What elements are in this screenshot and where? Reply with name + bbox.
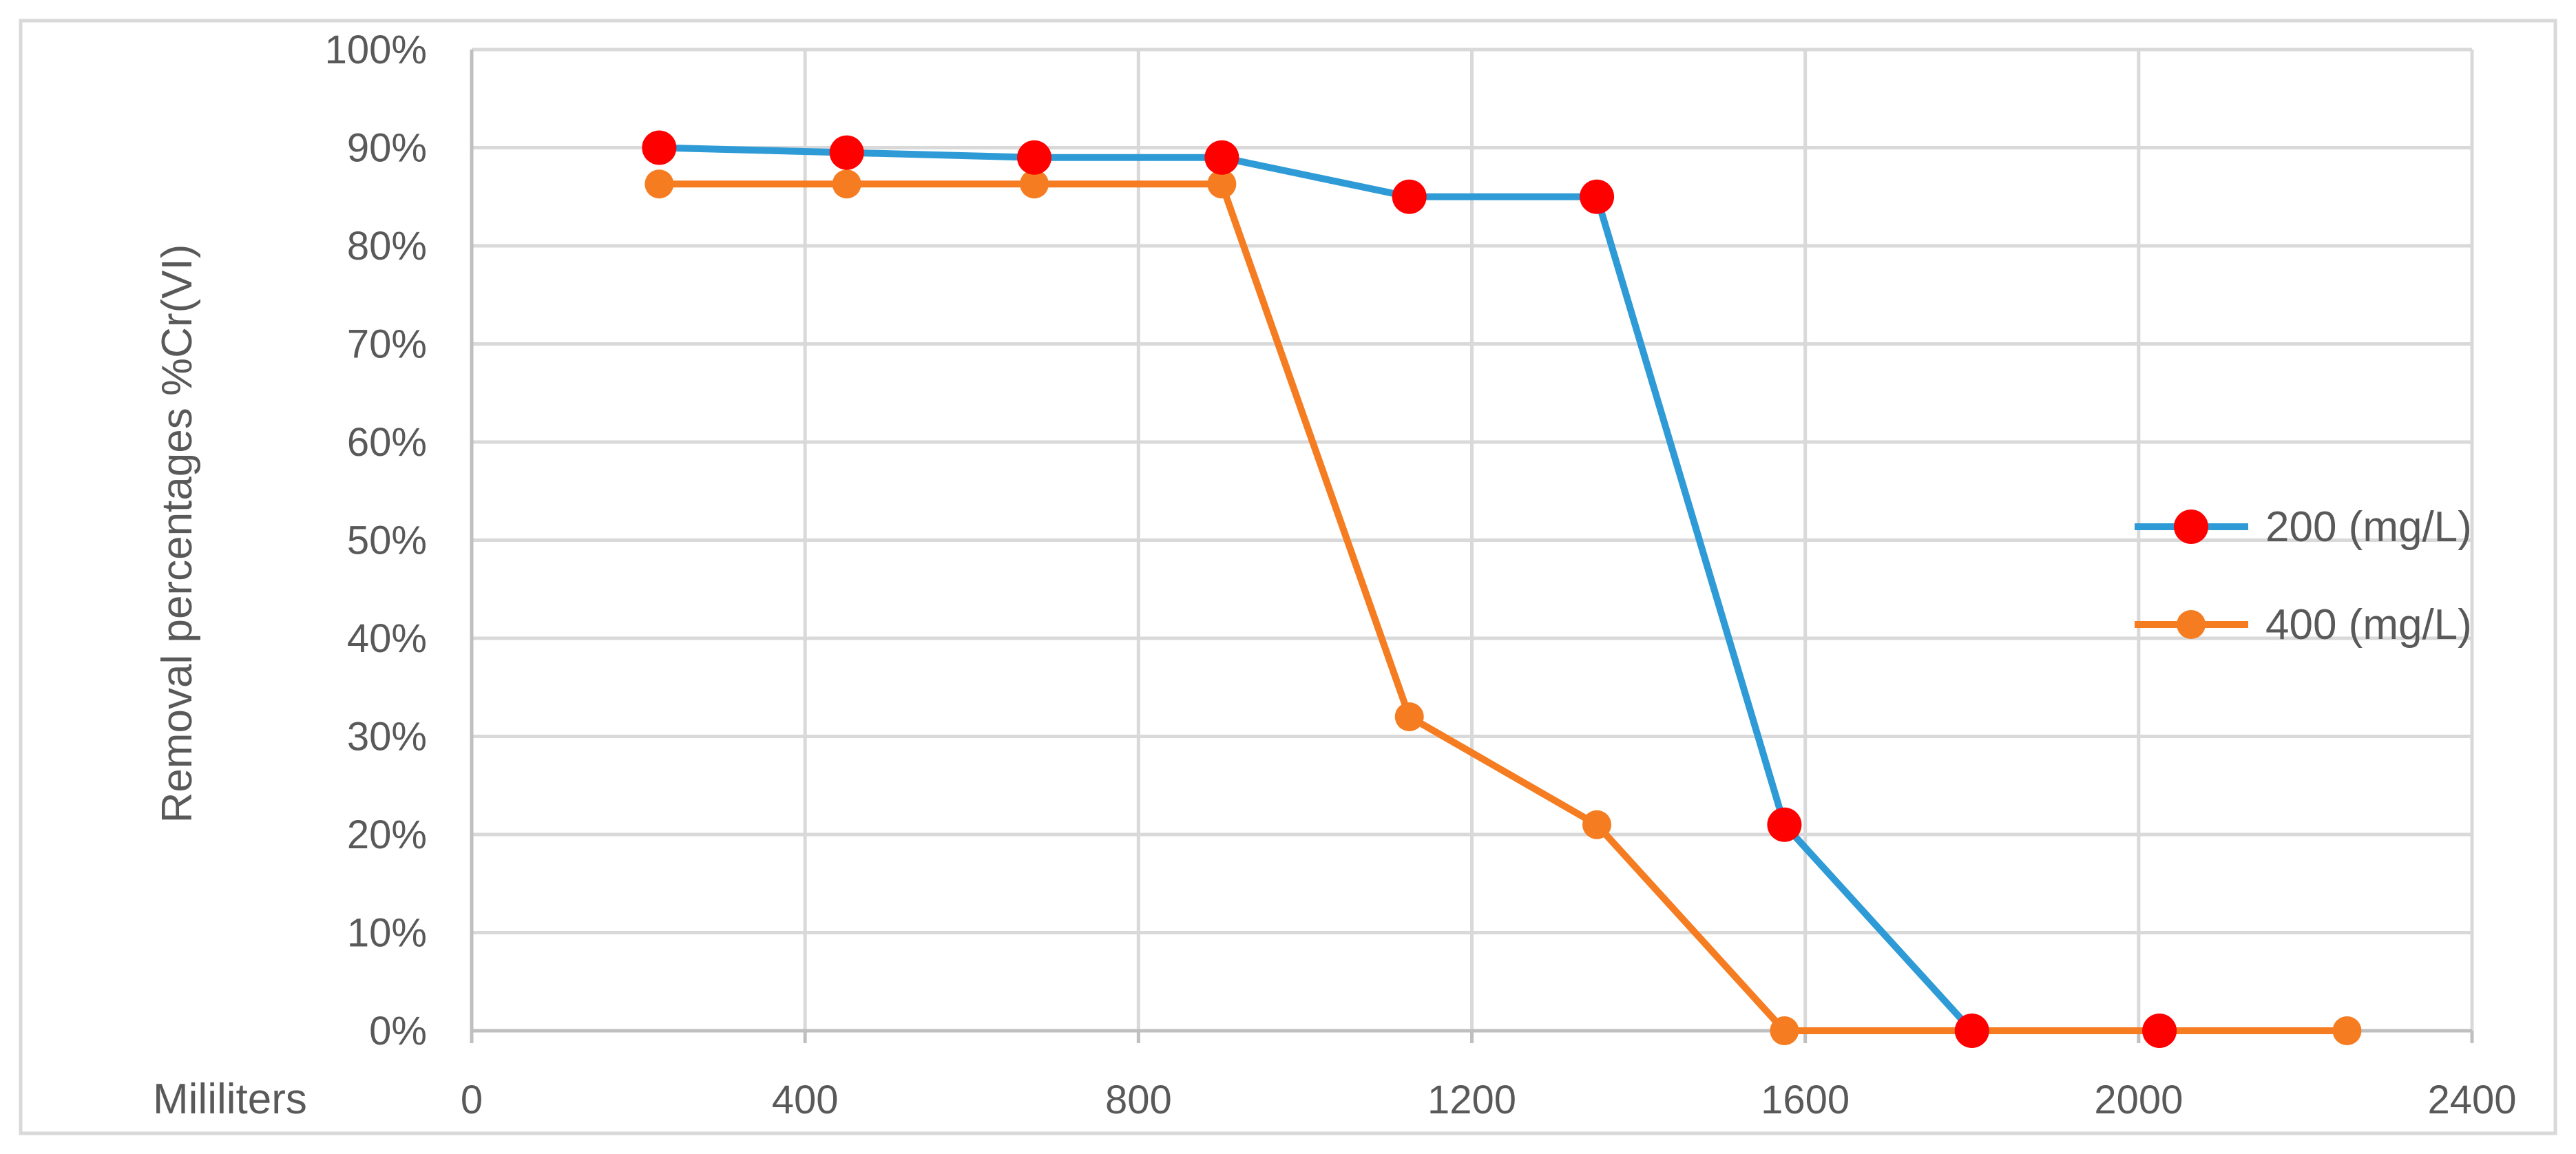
data-point-series-1: [642, 130, 677, 165]
x-tick-label: 400: [772, 1078, 839, 1122]
y-tick-label: 80%: [347, 224, 427, 269]
data-point-series-2: [2332, 1016, 2362, 1045]
legend-marker-1: [2174, 510, 2208, 544]
data-point-series-1: [2142, 1014, 2177, 1048]
x-tick-label: 0: [461, 1078, 483, 1122]
data-point-series-2: [1020, 169, 1049, 199]
legend-entry-2: 400 (mg/L): [2135, 601, 2472, 649]
x-tick-label: 800: [1105, 1078, 1172, 1122]
data-point-series-1: [1954, 1014, 1989, 1048]
y-tick-label: 20%: [347, 812, 427, 857]
data-point-series-2: [1394, 702, 1424, 731]
legend-marker-2: [2177, 610, 2206, 639]
x-tick-label: 2400: [2427, 1078, 2516, 1122]
y-axis-title: Removal percentages %Cr(VI): [154, 244, 201, 823]
data-point-series-1: [829, 135, 864, 170]
x-tick-label: 1600: [1761, 1078, 1850, 1122]
series-markers: [642, 130, 2362, 1048]
y-tick-label: 10%: [347, 911, 427, 956]
legend: 200 (mg/L) 400 (mg/L): [2135, 503, 2472, 649]
legend-label-1: 200 (mg/L): [2265, 503, 2472, 551]
legend-label-2: 400 (mg/L): [2265, 601, 2472, 649]
data-point-series-1: [1392, 179, 1427, 214]
y-tick-label: 50%: [347, 518, 427, 563]
y-tick-label: 100%: [325, 28, 427, 72]
data-point-series-2: [1770, 1016, 1799, 1045]
data-point-series-1: [1767, 807, 1802, 842]
y-tick-label: 60%: [347, 420, 427, 465]
data-point-series-2: [645, 169, 674, 199]
series-line-2: [659, 180, 2347, 1034]
legend-entry-1: 200 (mg/L): [2135, 503, 2472, 551]
x-tick-label: 2000: [2094, 1078, 2183, 1122]
y-axis-tick-labels: 0% 10% 20% 30% 40% 50% 60% 70% 80% 90% 100%: [325, 28, 427, 1053]
x-axis-title: Mililiters: [153, 1076, 307, 1123]
y-tick-label: 70%: [347, 322, 427, 367]
y-tick-label: 40%: [347, 616, 427, 661]
y-tick-label: 30%: [347, 715, 427, 759]
y-tick-label: 0%: [369, 1009, 427, 1053]
data-point-series-1: [1580, 179, 1615, 214]
x-axis-tick-labels: 0 400 800 1200 1600 2000 2400: [461, 1078, 2517, 1122]
data-point-series-2: [1582, 810, 1612, 839]
chart-frame: [19, 19, 2557, 1135]
y-tick-label: 90%: [347, 126, 427, 171]
gridlines: [472, 48, 2474, 1031]
data-point-series-2: [832, 169, 861, 199]
data-point-series-2: [1207, 169, 1237, 199]
x-tick-label: 1200: [1427, 1078, 1516, 1122]
data-point-series-1: [1017, 140, 1052, 175]
data-point-series-1: [1204, 140, 1239, 175]
